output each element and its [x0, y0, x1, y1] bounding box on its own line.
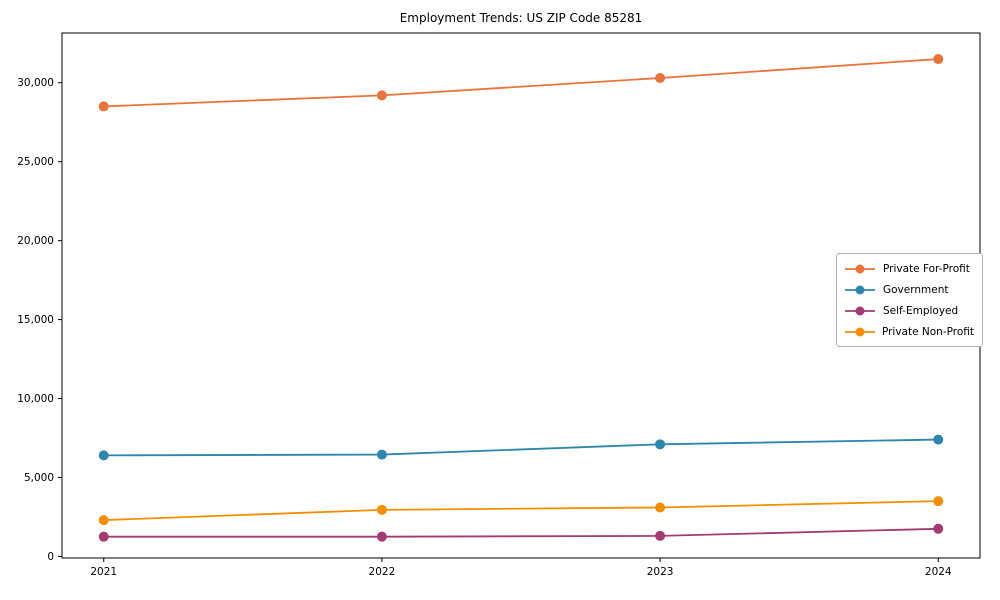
data-point-marker	[655, 73, 666, 83]
series-line	[103, 527, 939, 538]
legend-item: Private Non-Profit	[844, 321, 974, 342]
legend-item: Self-Employed	[844, 300, 974, 321]
data-point-marker	[376, 531, 387, 542]
data-point-marker	[376, 90, 387, 101]
data-point-marker	[98, 515, 109, 526]
data-point-marker	[98, 531, 109, 542]
x-axis-tick-label: 2023	[647, 566, 674, 578]
legend-item: Private For-Profit	[844, 258, 974, 279]
legend-marker-icon	[845, 306, 875, 315]
legend-marker-icon	[845, 264, 875, 273]
legend: Private For-Profit Government Self-Employe…	[836, 253, 983, 347]
x-axis-tick-label: 2021	[90, 566, 117, 578]
y-axis-tick-label: 10,000	[17, 393, 54, 405]
x-axis-tick-label: 2024	[925, 566, 952, 578]
series-line	[103, 438, 939, 457]
y-axis-tick-label: 30,000	[17, 77, 54, 89]
data-point-marker	[933, 523, 944, 534]
data-point-marker	[933, 54, 944, 65]
legend-label: Government	[883, 283, 949, 296]
data-point-marker	[98, 450, 109, 461]
series-line	[103, 500, 939, 522]
legend-marker-icon	[845, 285, 875, 294]
data-point-marker	[655, 502, 666, 513]
data-point-marker	[376, 449, 387, 460]
series-line	[103, 58, 939, 108]
y-axis-tick-label: 25,000	[17, 156, 54, 168]
legend-label: Private Non-Profit	[881, 325, 974, 338]
y-axis-tick-label: 20,000	[17, 235, 54, 247]
data-point-marker	[655, 439, 666, 450]
data-point-marker	[933, 496, 944, 507]
legend-marker-icon	[845, 327, 875, 336]
data-point-marker	[376, 504, 387, 515]
x-axis-tick-label: 2022	[369, 566, 396, 578]
legend-item: Government	[844, 279, 974, 300]
y-axis-tick-label: 15,000	[17, 314, 54, 326]
data-point-marker	[98, 101, 109, 112]
chart-title: Employment Trends: US ZIP Code 85281	[399, 11, 643, 25]
y-axis-tick-label: 5,000	[24, 472, 54, 484]
legend-label: Private For-Profit	[883, 262, 970, 275]
legend-label: Self-Employed	[883, 304, 959, 317]
y-axis-tick-label: 0	[47, 551, 54, 563]
data-point-marker	[655, 530, 666, 541]
data-point-marker	[933, 434, 944, 445]
